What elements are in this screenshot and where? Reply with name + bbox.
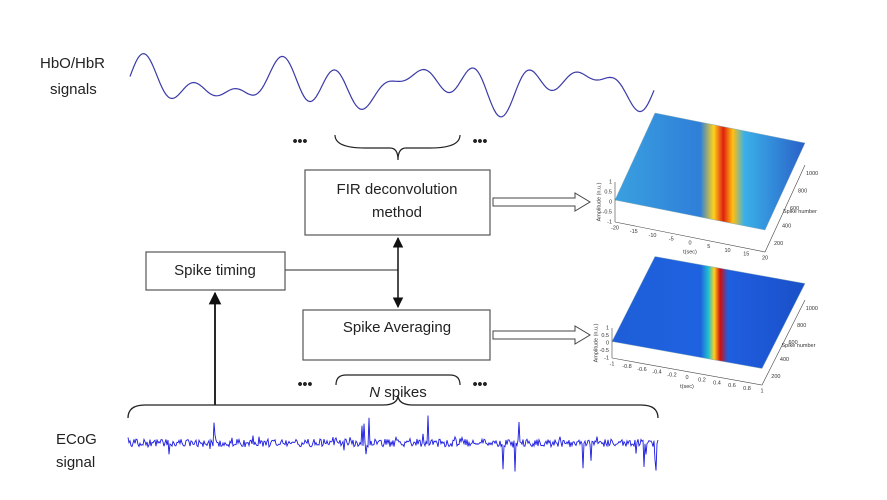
fir-text: FIR deconvolution — [337, 181, 458, 198]
ecog-wave — [127, 415, 659, 472]
n-spikes: N spikes — [369, 384, 427, 401]
surface — [611, 256, 806, 369]
x-tick-label: -15 — [630, 229, 638, 235]
y-tick-label: 400 — [780, 357, 789, 363]
ellipsis: ••• — [473, 133, 488, 149]
ellipsis: ••• — [298, 376, 313, 392]
x-tick-label: 15 — [743, 252, 749, 258]
z-tick-label: -0.5 — [603, 209, 612, 215]
z-tick-label: -1 — [604, 355, 609, 361]
y-tick-label: 200 — [771, 374, 780, 380]
fir-text: method — [372, 204, 422, 221]
y-tick-label: 400 — [782, 223, 791, 229]
y-tick-label: 200 — [774, 241, 783, 247]
x-tick-label: 0 — [685, 375, 688, 381]
x-tick-label: 0 — [688, 240, 691, 246]
x-tick-label: 5 — [707, 244, 710, 250]
hemo-label: signals — [50, 81, 97, 98]
y-tick-label: 1000 — [806, 306, 818, 312]
x-tick-label: -10 — [649, 233, 657, 239]
y-tick-label: 600 — [790, 206, 799, 212]
z-tick-label: 1 — [609, 179, 612, 185]
x-tick-label: -0.2 — [667, 372, 676, 378]
ellipsis: ••• — [473, 376, 488, 392]
y-tick-label: 800 — [797, 323, 806, 329]
x-tick-label: -0.6 — [637, 367, 646, 373]
axis — [611, 299, 806, 386]
n: N — [369, 384, 380, 401]
y-tick-label: 1000 — [806, 171, 818, 177]
ellipsis: ••• — [293, 133, 308, 149]
x-tick-label: 1 — [760, 388, 763, 394]
x-axis-label: t(sec) — [683, 249, 697, 255]
y-tick-label: 600 — [789, 340, 798, 346]
x-tick-label: 0.4 — [713, 380, 721, 386]
x-tick-label: 20 — [762, 255, 768, 261]
y-axis-label: Spike number — [782, 343, 816, 349]
hemo-wave — [129, 52, 655, 118]
bracket — [335, 374, 461, 386]
x-tick-label: 0.6 — [728, 383, 736, 389]
z-tick-label: 0.5 — [604, 189, 612, 195]
x-tick-label: 0.2 — [698, 378, 706, 384]
hollow-arrow — [492, 192, 591, 212]
x-tick-label: -1 — [610, 361, 615, 367]
axis — [614, 164, 806, 253]
z-tick-label: 0 — [609, 199, 612, 205]
surface — [614, 112, 806, 231]
surface-plot: -20 -15 -10 -5 0 5 10 15 20 200 400 600 800 1000 1 0.5 0… — [596, 112, 818, 261]
timing-box — [145, 251, 286, 291]
surface-plot: -1 -0.8 -0.6 -0.4 -0.2 0 0.2 0.4 0.6 0.8 120040060… — [593, 256, 818, 394]
z-tick-label: 1 — [606, 325, 609, 331]
fir-box — [304, 169, 491, 236]
x-tick-label: 0.8 — [743, 386, 751, 392]
x-tick-label: -0.4 — [652, 370, 661, 376]
x-axis-label: t(sec) — [680, 384, 694, 390]
x-tick-label: -5 — [669, 237, 674, 243]
x-tick-label: 10 — [724, 248, 730, 254]
z-tick-label: 0.5 — [601, 333, 609, 339]
y-axis-label: Spike number — [783, 209, 817, 215]
x-tick-label: -20 — [611, 225, 619, 231]
z-tick-label: -0.5 — [600, 348, 609, 354]
z-axis-label: Amplitude (n.u.) — [593, 323, 599, 362]
hollow-arrow — [492, 325, 591, 345]
z-tick-label: 0 — [606, 340, 609, 346]
y-tick-label: 800 — [798, 189, 807, 195]
timing-text: Spike timing — [174, 262, 256, 279]
spikes-text: spikes — [384, 384, 427, 401]
x-tick-label: -0.8 — [622, 364, 631, 370]
brace — [334, 134, 461, 161]
brace — [127, 394, 659, 419]
hemo-label: HbO/HbR — [40, 55, 105, 72]
ecog-label: signal — [56, 454, 95, 471]
z-tick-label: -1 — [607, 219, 612, 225]
ecog-label: ECoG — [56, 431, 97, 448]
averaging-text: Spike Averaging — [343, 319, 451, 336]
averaging-box — [302, 309, 491, 361]
z-axis-label: Amplitude (n.u.) — [596, 182, 602, 221]
